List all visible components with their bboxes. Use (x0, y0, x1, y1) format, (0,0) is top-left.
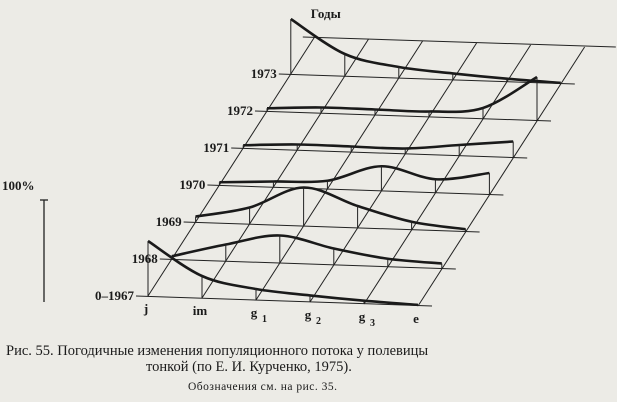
year-baseline (254, 110, 552, 122)
year-label-1970: 1970 (179, 177, 205, 192)
year-label-1973: 1973 (251, 66, 278, 81)
year-baseline (135, 295, 433, 307)
category-gridline (417, 46, 586, 307)
curve-1968 (171, 234, 442, 265)
caption-note: Обозначения см. на рис. 35. (188, 381, 338, 393)
x-label-e: e (413, 311, 419, 326)
curve-1972 (266, 75, 538, 114)
year-baseline (278, 73, 575, 85)
x-label-sub-1: 1 (262, 314, 267, 325)
years-axis-title: Годы (311, 6, 341, 21)
x-label-im: im (193, 303, 208, 318)
category-gridline (201, 38, 370, 299)
category-gridline (309, 42, 478, 303)
year-baseline (159, 258, 456, 270)
year-baseline (207, 184, 504, 196)
x-label-sub-3: 3 (370, 318, 375, 329)
back-boundary (302, 36, 616, 48)
axis-labels: 0–1967 1968 1969 1970 1971 1972 1973 Годы 100% j i… (2, 6, 419, 329)
caption-line-2: тонкой (по Е. И. Курченко, 1975). (146, 359, 352, 375)
category-gridline (255, 40, 424, 301)
year-baseline (231, 147, 528, 159)
curve-1969 (195, 186, 466, 231)
year-label-1967: 0–1967 (95, 288, 135, 303)
caption-line-1: Рис. 55. Погодичные изменения популяцион… (6, 343, 429, 359)
curve-1967 (147, 239, 419, 307)
curve-1971 (243, 140, 514, 150)
x-label-g1: g (251, 305, 258, 320)
percent-top-label: 100% (2, 178, 35, 193)
category-gridline (363, 44, 532, 305)
x-label-sub-2: 2 (316, 316, 321, 327)
year-label-1968: 1968 (132, 251, 159, 266)
x-label-g3: g (359, 309, 366, 324)
curve-1973 (290, 17, 561, 85)
category-gridline (147, 36, 316, 297)
year-label-1971: 1971 (203, 140, 229, 155)
curve-1970 (219, 164, 490, 184)
x-label-g2: g (305, 307, 312, 322)
grid-lines (135, 36, 616, 307)
population-flow-figure: 0–1967 1968 1969 1970 1971 1972 1973 Годы 100% j i… (2, 6, 616, 329)
year-baseline (183, 221, 480, 233)
year-label-1972: 1972 (227, 103, 253, 118)
year-label-1969: 1969 (156, 214, 183, 229)
year-curves (147, 17, 561, 307)
x-label-j: j (143, 301, 148, 316)
